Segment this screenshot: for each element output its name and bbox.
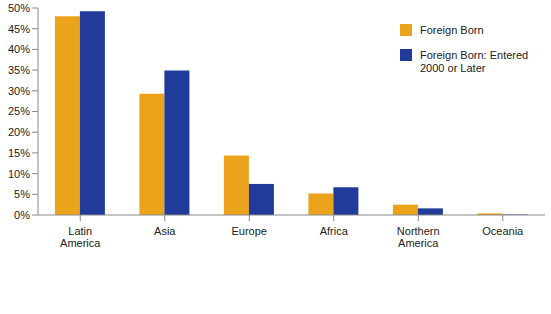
svg-text:5%: 5% (14, 188, 30, 200)
svg-text:Africa: Africa (320, 225, 349, 237)
svg-text:LatinAmerica: LatinAmerica (60, 225, 101, 249)
svg-text:0%: 0% (14, 209, 30, 221)
svg-text:Oceania: Oceania (482, 225, 524, 237)
html-text:Foreign Born: Foreign Born (420, 24, 484, 36)
svg-text:25%: 25% (8, 105, 30, 117)
svg-text:40%: 40% (8, 43, 30, 55)
svg-text:10%: 10% (8, 168, 30, 180)
svg-text:50%: 50% (8, 2, 30, 14)
svg-text:35%: 35% (8, 64, 30, 76)
svg-text:Asia: Asia (154, 225, 176, 237)
html-text:Foreign Born: Entered 2000 or: Foreign Born: Entered 2000 or Later (420, 49, 529, 74)
svg-text:20%: 20% (8, 126, 30, 138)
svg-text:Europe: Europe (232, 225, 267, 237)
svg-text:45%: 45% (8, 23, 30, 35)
svg-text:NorthernAmerica: NorthernAmerica (397, 225, 440, 249)
svg-text:15%: 15% (8, 147, 30, 159)
svg-text:30%: 30% (8, 85, 30, 97)
